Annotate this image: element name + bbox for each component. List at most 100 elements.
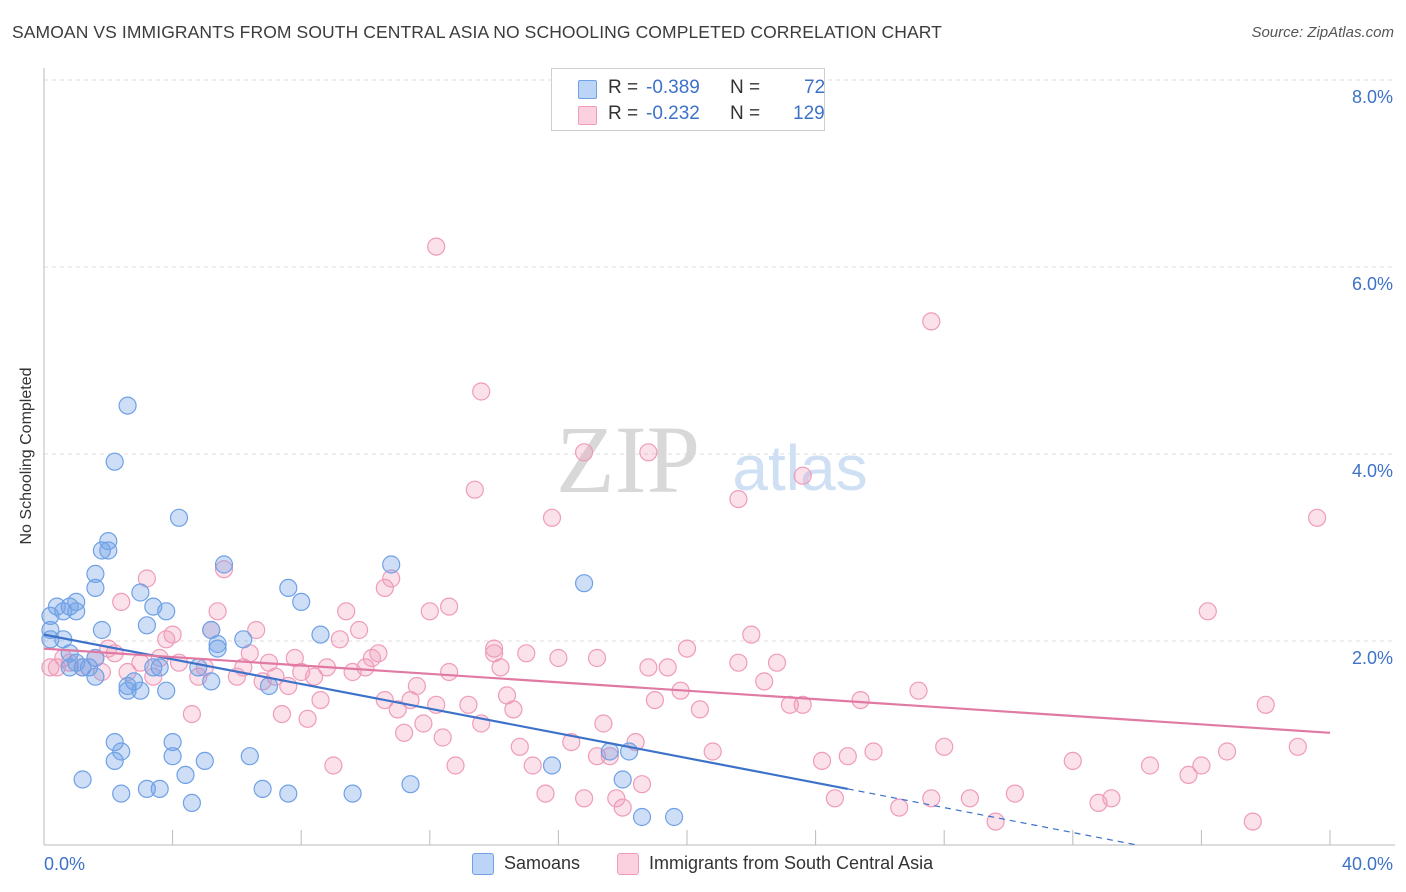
- samoans-point: [60, 658, 79, 677]
- samoans-point: [182, 793, 201, 813]
- immigrants-point: [375, 578, 394, 598]
- y-tick-label: 6.0%: [1352, 274, 1393, 294]
- r-label: R =: [608, 103, 639, 124]
- watermark-zip: ZIP: [556, 406, 700, 513]
- immigrants-point: [459, 695, 478, 714]
- immigrants-point: [658, 658, 677, 677]
- samoans-point: [112, 742, 131, 761]
- samoans-point: [73, 770, 92, 789]
- samoans-point: [131, 681, 150, 700]
- samoans-point: [150, 658, 169, 677]
- legend-swatch-immigrants: [617, 853, 639, 875]
- samoans-point: [214, 555, 234, 574]
- samoans-trend-extension: [847, 788, 1138, 846]
- samoans-point: [664, 807, 684, 827]
- samoans-point: [105, 732, 124, 752]
- immigrants-point: [594, 714, 613, 733]
- immigrants-point: [491, 658, 510, 677]
- r-value: -0.232: [646, 103, 700, 124]
- samoans-point: [92, 620, 112, 640]
- immigrants-point: [574, 443, 594, 462]
- source-credit: Source: ZipAtlas.com: [1251, 24, 1394, 41]
- immigrants-point: [118, 662, 137, 682]
- immigrants-point: [574, 789, 594, 808]
- samoans-point: [105, 751, 124, 771]
- immigrants-point: [517, 644, 536, 663]
- stats-legend: R = -0.389 N = 72 R = -0.232 N = 129: [551, 68, 825, 131]
- samoans-point: [92, 541, 112, 560]
- legend-swatch-samoans: [578, 80, 597, 99]
- samoans-point: [144, 658, 163, 677]
- immigrants-point: [812, 751, 832, 771]
- immigrants-point: [587, 648, 607, 668]
- immigrants-point: [208, 602, 227, 621]
- immigrants-point: [639, 443, 658, 462]
- immigrants-point: [356, 658, 375, 677]
- immigrants-point: [960, 789, 980, 808]
- samoans-point: [574, 574, 594, 593]
- immigrants-point: [1288, 737, 1307, 756]
- immigrants-point: [1217, 742, 1237, 761]
- series-samoans-points: [41, 396, 684, 827]
- samoans-point: [279, 578, 298, 598]
- samoans-point: [137, 779, 156, 799]
- immigrants-point: [703, 742, 722, 761]
- immigrants-point: [1198, 602, 1217, 621]
- immigrants-point: [986, 812, 1005, 831]
- immigrants-point: [433, 728, 452, 747]
- immigrants-point: [536, 784, 555, 803]
- samoans-point: [67, 592, 86, 612]
- immigrants-point: [1179, 765, 1198, 785]
- tick-labels: 2.0% 4.0% 6.0% 8.0% 0.0% 40.0%: [44, 87, 1393, 874]
- immigrants-point: [767, 653, 787, 672]
- samoans-point: [79, 658, 99, 677]
- samoans-point: [292, 592, 311, 612]
- immigrants-point: [388, 700, 407, 719]
- immigrants-point: [440, 662, 459, 682]
- immigrants-point: [247, 620, 266, 640]
- samoans-point: [163, 747, 182, 766]
- immigrants-point: [1256, 695, 1275, 714]
- immigrants-point: [542, 508, 562, 527]
- samoans-point: [112, 784, 131, 803]
- n-value: 129: [793, 103, 825, 124]
- immigrants-point: [562, 732, 581, 752]
- y-tick-label: 8.0%: [1352, 87, 1393, 107]
- immigrants-point: [1140, 756, 1160, 775]
- immigrants-point: [613, 798, 632, 817]
- samoans-point: [208, 634, 227, 654]
- samoans-point: [86, 648, 105, 668]
- immigrants-point: [838, 747, 857, 766]
- samoans-point: [131, 583, 150, 602]
- immigrants-point: [632, 775, 652, 794]
- immigrants-point: [472, 382, 491, 401]
- immigrants-point: [935, 737, 954, 756]
- immigrants-point: [742, 625, 761, 644]
- immigrants-point: [755, 672, 774, 691]
- immigrants-point: [890, 798, 909, 817]
- samoans-point: [118, 396, 137, 415]
- immigrants-point: [465, 480, 484, 499]
- immigrants-point: [382, 569, 401, 588]
- samoans-point: [99, 531, 118, 551]
- immigrants-point: [1063, 751, 1082, 771]
- samoans-point: [73, 658, 92, 677]
- samoans-point: [157, 602, 176, 621]
- samoans-point: [124, 672, 144, 691]
- samoans-point: [253, 779, 272, 799]
- samoans-point: [157, 681, 176, 700]
- axes: [43, 68, 1395, 846]
- immigrants-point: [446, 756, 465, 775]
- immigrants-point: [851, 690, 870, 710]
- y-axis-label: No Schooling Completed: [18, 367, 35, 545]
- legend-label-immigrants: Immigrants from South Central Asia: [649, 853, 934, 873]
- samoans-point: [99, 541, 118, 560]
- immigrants-point: [549, 648, 568, 668]
- immigrants-point: [909, 681, 928, 700]
- samoans-point: [176, 765, 195, 785]
- x-tick-label: 40.0%: [1342, 854, 1393, 874]
- immigrants-point: [330, 630, 349, 649]
- samoans-point: [382, 555, 401, 574]
- immigrants-point: [922, 312, 941, 331]
